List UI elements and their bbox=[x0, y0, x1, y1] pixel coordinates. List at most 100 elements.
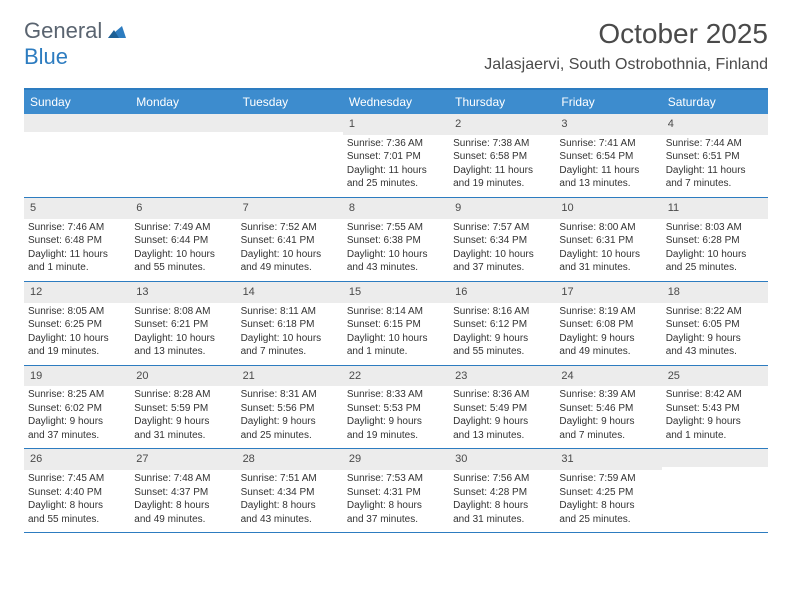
day-number: 26 bbox=[24, 449, 130, 470]
calendar-body: 1Sunrise: 7:36 AMSunset: 7:01 PMDaylight… bbox=[24, 114, 768, 533]
day-detail: Sunset: 4:37 PM bbox=[130, 486, 236, 500]
day-detail: Sunrise: 8:42 AM bbox=[662, 388, 768, 402]
day-number: 7 bbox=[237, 198, 343, 219]
day-number: 18 bbox=[662, 282, 768, 303]
day-detail: Sunset: 6:44 PM bbox=[130, 234, 236, 248]
day-detail: and 49 minutes. bbox=[555, 345, 661, 359]
day-number: 22 bbox=[343, 366, 449, 387]
day-detail: Sunset: 6:31 PM bbox=[555, 234, 661, 248]
day-detail: Sunrise: 7:38 AM bbox=[449, 137, 555, 151]
day-number: 19 bbox=[24, 366, 130, 387]
day-detail: Daylight: 8 hours bbox=[449, 499, 555, 513]
day-number: 30 bbox=[449, 449, 555, 470]
day-detail: Sunrise: 7:56 AM bbox=[449, 472, 555, 486]
title-block: October 2025 Jalasjaervi, South Ostrobot… bbox=[484, 18, 768, 74]
day-detail: Daylight: 11 hours bbox=[555, 164, 661, 178]
day-detail: Daylight: 8 hours bbox=[555, 499, 661, 513]
day-detail: Sunrise: 8:14 AM bbox=[343, 305, 449, 319]
day-detail: Sunrise: 7:57 AM bbox=[449, 221, 555, 235]
day-cell: 10Sunrise: 8:00 AMSunset: 6:31 PMDayligh… bbox=[555, 198, 661, 281]
day-detail: and 1 minute. bbox=[24, 261, 130, 275]
day-number: 5 bbox=[24, 198, 130, 219]
day-detail: Daylight: 8 hours bbox=[130, 499, 236, 513]
day-detail: Sunset: 6:15 PM bbox=[343, 318, 449, 332]
day-number: 31 bbox=[555, 449, 661, 470]
day-cell: 3Sunrise: 7:41 AMSunset: 6:54 PMDaylight… bbox=[555, 114, 661, 197]
month-title: October 2025 bbox=[484, 18, 768, 50]
week-row: 19Sunrise: 8:25 AMSunset: 6:02 PMDayligh… bbox=[24, 366, 768, 450]
day-detail: and 31 minutes. bbox=[449, 513, 555, 527]
day-cell: 26Sunrise: 7:45 AMSunset: 4:40 PMDayligh… bbox=[24, 449, 130, 532]
day-number: 13 bbox=[130, 282, 236, 303]
day-cell: 23Sunrise: 8:36 AMSunset: 5:49 PMDayligh… bbox=[449, 366, 555, 449]
day-detail: Daylight: 10 hours bbox=[343, 248, 449, 262]
day-detail: Daylight: 10 hours bbox=[130, 248, 236, 262]
day-detail: and 25 minutes. bbox=[237, 429, 343, 443]
week-row: 26Sunrise: 7:45 AMSunset: 4:40 PMDayligh… bbox=[24, 449, 768, 533]
day-cell: 4Sunrise: 7:44 AMSunset: 6:51 PMDaylight… bbox=[662, 114, 768, 197]
day-detail: and 1 minute. bbox=[662, 429, 768, 443]
day-number bbox=[130, 114, 236, 132]
day-detail: and 55 minutes. bbox=[24, 513, 130, 527]
day-cell: 21Sunrise: 8:31 AMSunset: 5:56 PMDayligh… bbox=[237, 366, 343, 449]
day-detail: Sunrise: 7:48 AM bbox=[130, 472, 236, 486]
day-number: 3 bbox=[555, 114, 661, 135]
day-number: 21 bbox=[237, 366, 343, 387]
day-detail: and 49 minutes. bbox=[237, 261, 343, 275]
day-detail: Daylight: 9 hours bbox=[237, 415, 343, 429]
day-detail: Sunset: 6:28 PM bbox=[662, 234, 768, 248]
logo-word-general: General bbox=[24, 18, 102, 44]
day-detail: and 7 minutes. bbox=[662, 177, 768, 191]
day-detail: Daylight: 10 hours bbox=[662, 248, 768, 262]
day-number: 4 bbox=[662, 114, 768, 135]
day-detail: Sunrise: 7:51 AM bbox=[237, 472, 343, 486]
day-cell: 1Sunrise: 7:36 AMSunset: 7:01 PMDaylight… bbox=[343, 114, 449, 197]
day-cell: 5Sunrise: 7:46 AMSunset: 6:48 PMDaylight… bbox=[24, 198, 130, 281]
day-detail: Sunrise: 8:25 AM bbox=[24, 388, 130, 402]
day-number bbox=[24, 114, 130, 132]
day-cell: 31Sunrise: 7:59 AMSunset: 4:25 PMDayligh… bbox=[555, 449, 661, 532]
location-text: Jalasjaervi, South Ostrobothnia, Finland bbox=[484, 56, 768, 74]
day-detail: Sunrise: 7:52 AM bbox=[237, 221, 343, 235]
day-detail: and 43 minutes. bbox=[343, 261, 449, 275]
day-detail: and 13 minutes. bbox=[449, 429, 555, 443]
day-detail: Sunrise: 8:16 AM bbox=[449, 305, 555, 319]
day-cell: 12Sunrise: 8:05 AMSunset: 6:25 PMDayligh… bbox=[24, 282, 130, 365]
day-cell: 15Sunrise: 8:14 AMSunset: 6:15 PMDayligh… bbox=[343, 282, 449, 365]
day-cell bbox=[24, 114, 130, 197]
day-detail: Sunset: 5:59 PM bbox=[130, 402, 236, 416]
day-detail: Sunrise: 7:45 AM bbox=[24, 472, 130, 486]
day-cell bbox=[237, 114, 343, 197]
day-detail: Sunrise: 8:11 AM bbox=[237, 305, 343, 319]
day-detail: Sunset: 6:41 PM bbox=[237, 234, 343, 248]
day-cell: 9Sunrise: 7:57 AMSunset: 6:34 PMDaylight… bbox=[449, 198, 555, 281]
day-number: 16 bbox=[449, 282, 555, 303]
weekday-header: Tuesday bbox=[237, 90, 343, 114]
day-cell: 13Sunrise: 8:08 AMSunset: 6:21 PMDayligh… bbox=[130, 282, 236, 365]
day-detail: Sunrise: 8:39 AM bbox=[555, 388, 661, 402]
day-cell: 30Sunrise: 7:56 AMSunset: 4:28 PMDayligh… bbox=[449, 449, 555, 532]
day-detail: Sunrise: 7:49 AM bbox=[130, 221, 236, 235]
day-number: 28 bbox=[237, 449, 343, 470]
day-number: 17 bbox=[555, 282, 661, 303]
day-number: 24 bbox=[555, 366, 661, 387]
day-cell: 27Sunrise: 7:48 AMSunset: 4:37 PMDayligh… bbox=[130, 449, 236, 532]
day-detail: Sunset: 4:25 PM bbox=[555, 486, 661, 500]
day-detail: Sunrise: 8:22 AM bbox=[662, 305, 768, 319]
weekday-header: Sunday bbox=[24, 90, 130, 114]
day-number: 29 bbox=[343, 449, 449, 470]
day-detail: Daylight: 11 hours bbox=[343, 164, 449, 178]
day-detail: and 25 minutes. bbox=[555, 513, 661, 527]
day-detail: Daylight: 11 hours bbox=[449, 164, 555, 178]
day-number: 14 bbox=[237, 282, 343, 303]
day-detail: Sunset: 6:18 PM bbox=[237, 318, 343, 332]
day-detail: Sunset: 6:54 PM bbox=[555, 150, 661, 164]
week-row: 12Sunrise: 8:05 AMSunset: 6:25 PMDayligh… bbox=[24, 282, 768, 366]
day-cell bbox=[130, 114, 236, 197]
day-detail: and 19 minutes. bbox=[449, 177, 555, 191]
weekday-header: Wednesday bbox=[343, 90, 449, 114]
day-number: 15 bbox=[343, 282, 449, 303]
day-detail: Daylight: 10 hours bbox=[237, 248, 343, 262]
day-detail: Daylight: 9 hours bbox=[343, 415, 449, 429]
day-cell: 16Sunrise: 8:16 AMSunset: 6:12 PMDayligh… bbox=[449, 282, 555, 365]
